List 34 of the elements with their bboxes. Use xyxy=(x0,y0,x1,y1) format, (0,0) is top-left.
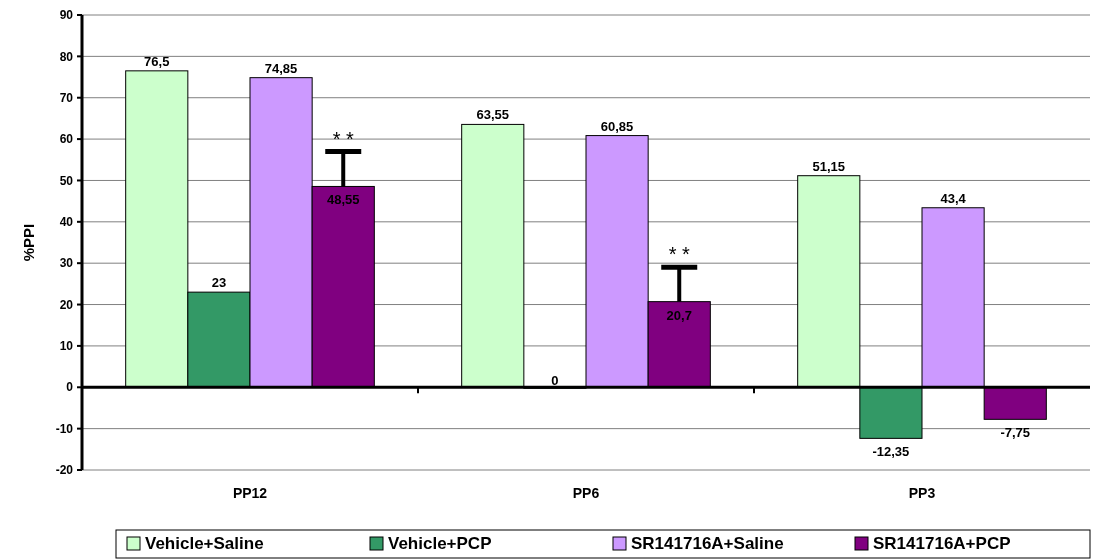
data-label: 60,85 xyxy=(600,118,634,134)
y-tick-label: 40 xyxy=(59,215,74,230)
y-tick-label: 90 xyxy=(59,8,74,23)
y-tick-label: -20 xyxy=(55,463,74,478)
y-tick-label: 70 xyxy=(59,90,74,105)
data-label: 20,7 xyxy=(666,307,692,323)
y-tick-label: -10 xyxy=(55,421,74,436)
data-label: 63,55 xyxy=(476,107,510,123)
legend-label: Vehicle+Saline xyxy=(145,534,264,553)
legend-label: SR141716A+PCP xyxy=(873,534,1011,553)
y-tick-label: 10 xyxy=(59,339,74,354)
y-axis-title: %PPI xyxy=(20,223,37,262)
data-label: 76,5 xyxy=(144,53,170,69)
data-label: 43,4 xyxy=(940,190,967,206)
data-label: 23 xyxy=(211,275,227,291)
x-tick-label: PP6 xyxy=(572,485,600,501)
legend-label: Vehicle+PCP xyxy=(388,534,492,553)
data-label: 48,55 xyxy=(326,192,360,208)
x-tick-label: PP12 xyxy=(232,485,268,501)
y-tick-label: 30 xyxy=(59,256,74,271)
data-label: 51,15 xyxy=(812,158,846,174)
data-label: -7,75 xyxy=(1000,425,1031,441)
legend-label: SR141716A+Saline xyxy=(631,534,784,553)
y-tick-label: 60 xyxy=(59,132,74,147)
data-label: -12,35 xyxy=(872,444,910,460)
y-tick-label: 20 xyxy=(59,297,74,312)
data-label: 74,85 xyxy=(264,60,298,76)
annotation: * * xyxy=(668,243,691,266)
data-label: 0 xyxy=(551,373,559,389)
annotation: * * xyxy=(332,127,355,150)
y-tick-label: 80 xyxy=(59,49,74,64)
x-tick-label: PP3 xyxy=(908,485,936,501)
y-tick-label: 50 xyxy=(59,173,74,188)
y-tick-label: 0 xyxy=(66,380,74,395)
